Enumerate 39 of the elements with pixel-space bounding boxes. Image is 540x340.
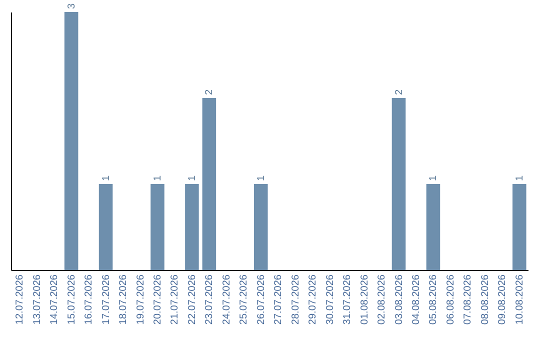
x-tick-label: 05.08.2026 <box>428 274 440 325</box>
x-tick-label: 27.07.2026 <box>273 274 284 325</box>
x-tick-label: 19.07.2026 <box>135 274 146 325</box>
x-tick-label: 31.07.2026 <box>342 274 354 325</box>
data-label: 1 <box>428 175 440 181</box>
x-tick-label: 22.07.2026 <box>186 274 198 325</box>
x-tick-label: 26.07.2026 <box>256 274 267 325</box>
data-label: 1 <box>100 175 112 181</box>
x-tick-label: 16.07.2026 <box>84 274 95 325</box>
x-tick-label: 30.07.2026 <box>324 274 336 325</box>
x-tick-label: 08.08.2026 <box>480 274 491 325</box>
x-tick-label: 06.08.2026 <box>445 274 456 325</box>
data-label: 1 <box>186 175 198 181</box>
x-tick-label: 24.07.2026 <box>221 274 232 325</box>
x-tick-label: 21.07.2026 <box>170 274 181 325</box>
data-label: 2 <box>204 89 216 95</box>
x-tick-label: 29.07.2026 <box>308 274 319 325</box>
x-tick-label: 17.07.2026 <box>100 274 112 325</box>
data-label: 1 <box>152 175 164 181</box>
data-label: 1 <box>514 175 526 181</box>
x-tick-label: 28.07.2026 <box>290 274 302 325</box>
x-tick-label: 03.08.2026 <box>394 274 405 325</box>
x-tick-label: 09.08.2026 <box>497 274 508 325</box>
x-tick-label: 07.08.2026 <box>462 274 474 325</box>
x-tick-label: 20.07.2026 <box>152 274 164 325</box>
x-tick-label: 23.07.2026 <box>204 274 216 325</box>
data-label: 3 <box>66 3 78 9</box>
x-tick-label: 25.07.2026 <box>238 274 250 325</box>
x-tick-label: 12.07.2026 <box>14 274 26 325</box>
data-label: 1 <box>256 175 267 181</box>
x-tick-label: 01.08.2026 <box>359 274 370 325</box>
x-tick-label: 10.08.2026 <box>514 274 526 325</box>
x-tick-label: 18.07.2026 <box>118 274 130 325</box>
x-tick-label: 14.07.2026 <box>49 274 60 325</box>
x-tick-label: 02.08.2026 <box>376 274 388 325</box>
x-tick-label: 13.07.2026 <box>32 274 43 325</box>
x-tick-label: 15.07.2026 <box>66 274 78 325</box>
data-label: 2 <box>394 89 405 95</box>
x-tick-label: 04.08.2026 <box>410 274 422 325</box>
